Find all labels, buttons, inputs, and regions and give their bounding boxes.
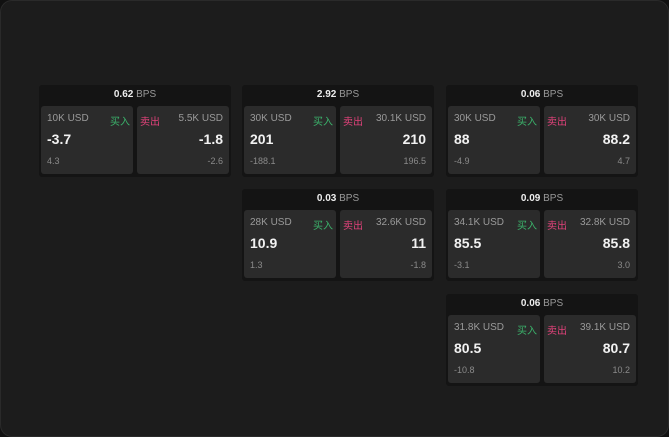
quote-card: 2.92 BPS 30K USD 买入 201 -188.1 卖出 30.1K …: [242, 85, 434, 177]
sell-panel[interactable]: 卖出 32.6K USD 11 -1.8: [340, 210, 432, 278]
bid-change: 4.3: [47, 156, 60, 166]
sell-panel[interactable]: 卖出 32.8K USD 85.8 3.0: [544, 210, 636, 278]
sell-label[interactable]: 卖出: [547, 221, 567, 232]
bid-change: -188.1: [250, 156, 276, 166]
spread-value: 0.06: [520, 89, 541, 100]
bid-size: 31.8K USD: [454, 322, 505, 333]
sell-panel[interactable]: 卖出 5.5K USD -1.8 -2.6: [137, 106, 229, 174]
sell-label[interactable]: 卖出: [547, 326, 567, 337]
ask-price: 210: [402, 131, 426, 147]
quote-card: 0.06 BPS 31.8K USD 买入 80.5 -10.8 卖出 39.1…: [446, 294, 638, 386]
sell-label[interactable]: 卖出: [343, 221, 363, 232]
spread-header: 2.92 BPS: [242, 85, 434, 105]
buy-label[interactable]: 买入: [110, 117, 130, 128]
bid-change: 1.3: [250, 260, 263, 270]
bid-size: 28K USD: [250, 217, 292, 228]
spread-unit: BPS: [543, 193, 564, 204]
buy-panel[interactable]: 31.8K USD 买入 80.5 -10.8: [448, 315, 540, 383]
ask-change: -2.6: [207, 156, 223, 166]
sell-label[interactable]: 卖出: [547, 117, 567, 128]
spread-unit: BPS: [543, 298, 564, 309]
spread-unit: BPS: [136, 89, 157, 100]
buy-panel[interactable]: 10K USD 买入 -3.7 4.3: [41, 106, 133, 174]
spread-value: 0.03: [316, 193, 337, 204]
bid-change: -4.9: [454, 156, 470, 166]
buy-panel[interactable]: 28K USD 买入 10.9 1.3: [244, 210, 336, 278]
quote-card: 0.62 BPS 10K USD 买入 -3.7 4.3 卖出 5.5K USD…: [39, 85, 231, 177]
spread-header: 0.09 BPS: [446, 189, 638, 209]
ask-size: 32.6K USD: [375, 217, 426, 228]
sell-panel[interactable]: 卖出 30.1K USD 210 196.5: [340, 106, 432, 174]
bid-price: 88: [454, 131, 470, 147]
spread-value: 0.09: [520, 193, 541, 204]
buy-label[interactable]: 买入: [313, 221, 333, 232]
bid-change: -10.8: [454, 365, 475, 375]
buy-label[interactable]: 买入: [517, 117, 537, 128]
spread-header: 0.06 BPS: [446, 294, 638, 314]
spread-unit: BPS: [339, 193, 360, 204]
ask-change: -1.8: [410, 260, 426, 270]
spread-value: 0.62: [113, 89, 134, 100]
spread-header: 0.62 BPS: [39, 85, 231, 105]
ask-change: 4.7: [617, 156, 630, 166]
bid-price: -3.7: [47, 131, 72, 147]
spread-unit: BPS: [339, 89, 360, 100]
ask-size: 39.1K USD: [579, 322, 630, 333]
spread-header: 0.03 BPS: [242, 189, 434, 209]
spread-unit: BPS: [543, 89, 564, 100]
quote-card: 0.06 BPS 30K USD 买入 88 -4.9 卖出 30K USD 8…: [446, 85, 638, 177]
bid-change: -3.1: [454, 260, 470, 270]
ask-price: 88.2: [602, 131, 630, 147]
buy-label[interactable]: 买入: [517, 326, 537, 337]
ask-price: 85.8: [602, 235, 630, 251]
buy-panel[interactable]: 30K USD 买入 201 -188.1: [244, 106, 336, 174]
ask-price: 80.7: [602, 340, 630, 356]
bid-price: 85.5: [454, 235, 482, 251]
sell-label[interactable]: 卖出: [140, 117, 160, 128]
bid-price: 10.9: [250, 235, 278, 251]
buy-panel[interactable]: 34.1K USD 买入 85.5 -3.1: [448, 210, 540, 278]
sell-panel[interactable]: 卖出 39.1K USD 80.7 10.2: [544, 315, 636, 383]
ask-change: 10.2: [612, 365, 630, 375]
spread-header: 0.06 BPS: [446, 85, 638, 105]
bid-size: 30K USD: [454, 113, 496, 124]
ask-change: 196.5: [403, 156, 426, 166]
buy-label[interactable]: 买入: [313, 117, 333, 128]
ask-size: 30.1K USD: [375, 113, 426, 124]
ask-size: 32.8K USD: [579, 217, 630, 228]
spread-value: 0.06: [520, 298, 541, 309]
bid-price: 201: [250, 131, 274, 147]
bid-size: 30K USD: [250, 113, 292, 124]
buy-label[interactable]: 买入: [517, 221, 537, 232]
ask-size: 5.5K USD: [178, 113, 223, 124]
ask-price: -1.8: [198, 131, 223, 147]
bid-size: 10K USD: [47, 113, 89, 124]
sell-panel[interactable]: 卖出 30K USD 88.2 4.7: [544, 106, 636, 174]
bid-price: 80.5: [454, 340, 482, 356]
buy-panel[interactable]: 30K USD 买入 88 -4.9: [448, 106, 540, 174]
sell-label[interactable]: 卖出: [343, 117, 363, 128]
ask-change: 3.0: [617, 260, 630, 270]
quote-card: 0.03 BPS 28K USD 买入 10.9 1.3 卖出 32.6K US…: [242, 189, 434, 281]
ask-price: 11: [411, 235, 426, 251]
quote-card: 0.09 BPS 34.1K USD 买入 85.5 -3.1 卖出 32.8K…: [446, 189, 638, 281]
spread-value: 2.92: [316, 89, 337, 100]
ask-size: 30K USD: [588, 113, 630, 124]
bid-size: 34.1K USD: [454, 217, 505, 228]
